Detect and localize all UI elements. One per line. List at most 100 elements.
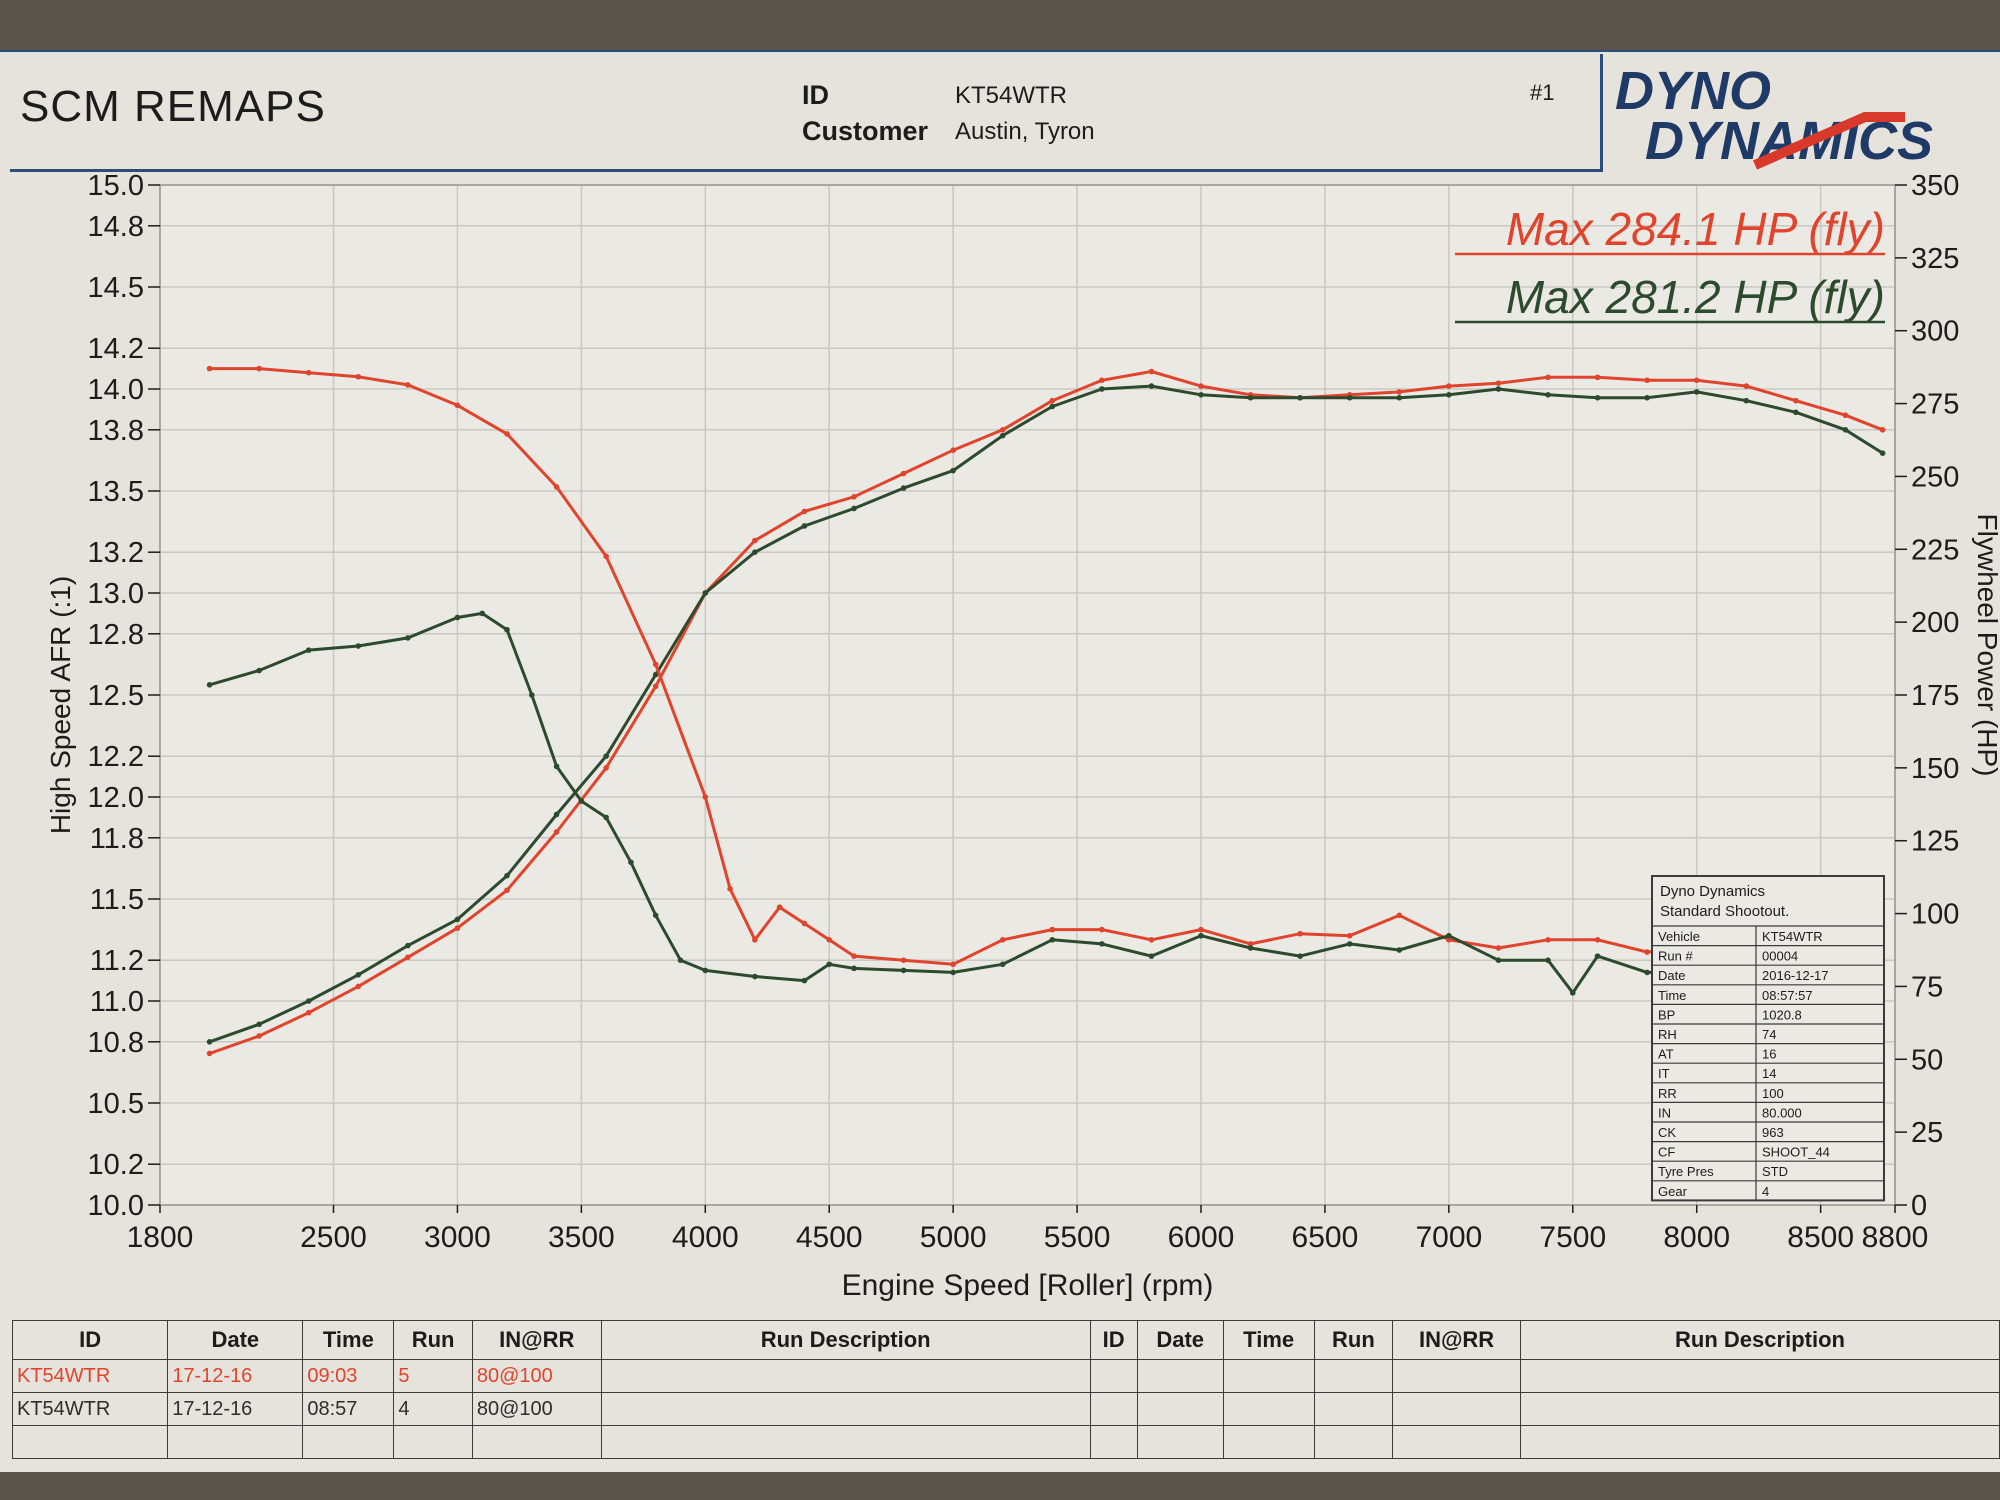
customer-value: Austin, Tyron <box>955 118 1095 145</box>
x-tick-label: 8000 <box>1663 1221 1730 1254</box>
data-point <box>1644 394 1650 401</box>
y-right-tick-label: 250 <box>1911 461 1959 493</box>
data-point <box>1297 930 1303 937</box>
data-point <box>801 508 808 515</box>
data-point <box>1198 932 1204 939</box>
run-table-header: ID Date Time Run IN@RR Run Description I… <box>11 1320 2000 1360</box>
y-left-tick-label: 12.0 <box>88 782 144 814</box>
data-point <box>851 505 857 512</box>
data-point <box>206 1039 213 1045</box>
info-box-value: 1020.8 <box>1762 1007 1802 1022</box>
y-axis-right-title: Flywheel Power (HP) <box>1972 514 2000 777</box>
info-box-key: BP <box>1658 1007 1675 1022</box>
x-tick-label: 8800 <box>1862 1221 1929 1254</box>
y-right-tick-label: 325 <box>1911 243 1959 275</box>
data-point <box>1247 941 1254 947</box>
data-point <box>206 365 213 372</box>
info-box-value: 100 <box>1762 1086 1784 1101</box>
sheet-header: SCM REMAPS ID KT54WTR Customer Austin, T… <box>10 54 1603 172</box>
data-point <box>206 1050 213 1057</box>
y-left-tick-label: 11.2 <box>90 945 144 977</box>
data-point <box>454 402 461 409</box>
data-point <box>900 967 907 974</box>
data-point <box>1545 374 1551 381</box>
data-point <box>1049 403 1056 410</box>
y-left-tick-label: 11.0 <box>90 986 144 1018</box>
data-point <box>752 537 758 544</box>
col-inrr: IN@RR <box>471 1320 602 1360</box>
data-point <box>504 626 510 633</box>
y-left-tick-label: 14.2 <box>88 333 144 365</box>
cell-empty <box>1089 1425 1138 1459</box>
data-point <box>355 373 362 380</box>
data-point <box>603 814 609 821</box>
data-point <box>999 427 1006 433</box>
cell-empty <box>1222 1359 1315 1393</box>
info-box-value: SHOOT_44 <box>1762 1145 1830 1160</box>
data-point <box>652 661 659 668</box>
data-point <box>1396 912 1403 919</box>
data-point <box>1842 412 1849 419</box>
col-time: Time <box>302 1320 395 1360</box>
y-right-tick-label: 75 <box>1911 971 1943 1003</box>
cell-empty <box>600 1425 1091 1459</box>
dyno-dynamics-logo: DYNO DYNAMICS <box>1615 61 1933 171</box>
data-point <box>1644 377 1650 384</box>
data-point <box>1049 397 1056 404</box>
y-right-tick-label: 225 <box>1911 534 1959 566</box>
info-box-value: 2016-12-17 <box>1762 968 1829 983</box>
data-point <box>256 365 262 372</box>
cell-empty <box>1392 1359 1521 1393</box>
data-point <box>1049 926 1056 933</box>
y-right-tick-label: 125 <box>1911 826 1959 858</box>
x-tick-label: 2500 <box>300 1221 367 1254</box>
y-right-tick-label: 50 <box>1911 1044 1943 1076</box>
data-point <box>1545 957 1551 963</box>
data-point <box>1247 394 1254 401</box>
data-point <box>578 798 585 804</box>
y-left-tick-label: 14.0 <box>88 374 144 406</box>
cell-empty <box>1222 1392 1315 1426</box>
data-point <box>1879 450 1886 456</box>
data-point <box>727 886 733 892</box>
y-left-tick-label: 10.2 <box>88 1149 144 1181</box>
info-box-key: RR <box>1658 1086 1677 1101</box>
chart-series <box>206 365 1886 1057</box>
info-box-value: KT54WTR <box>1762 929 1823 944</box>
cell-empty <box>1392 1392 1521 1426</box>
col-date-2: Date <box>1136 1320 1224 1360</box>
info-box-value: STD <box>1762 1164 1788 1179</box>
data-point <box>950 467 956 474</box>
data-point <box>479 610 486 617</box>
y-left-tick-label: 10.5 <box>88 1088 144 1120</box>
data-point <box>1099 941 1105 947</box>
data-point <box>1446 932 1452 939</box>
data-point <box>1644 969 1650 976</box>
data-point <box>1594 374 1601 381</box>
x-tick-label: 7500 <box>1539 1221 1606 1254</box>
id-value: KT54WTR <box>955 82 1068 109</box>
col-run-description: Run Description <box>600 1320 1091 1360</box>
data-point <box>1198 926 1204 933</box>
data-point <box>553 763 560 770</box>
data-point <box>1793 397 1799 404</box>
y-left-tick-label: 10.8 <box>88 1027 144 1059</box>
run-table: ID Date Time Run IN@RR Run Description I… <box>11 1320 2000 1459</box>
y-right-tick-label: 200 <box>1911 607 1959 639</box>
data-point <box>454 916 461 923</box>
data-point <box>677 957 684 963</box>
data-point <box>305 1009 312 1016</box>
data-point <box>553 829 560 835</box>
cell-empty <box>1313 1359 1394 1393</box>
data-point <box>752 549 758 555</box>
data-point <box>1148 368 1155 375</box>
info-box: Dyno Dynamics Standard Shootout. Vehicle KT… <box>1651 875 1885 1202</box>
cell-empty <box>1520 1359 2000 1393</box>
info-box-key: CF <box>1658 1145 1675 1160</box>
data-point <box>305 647 312 653</box>
x-tick-label: 1800 <box>127 1221 194 1254</box>
y-left-tick-label: 12.2 <box>88 741 144 773</box>
info-box-key: Vehicle <box>1658 929 1700 944</box>
data-point <box>776 904 783 910</box>
data-point <box>1446 392 1452 398</box>
